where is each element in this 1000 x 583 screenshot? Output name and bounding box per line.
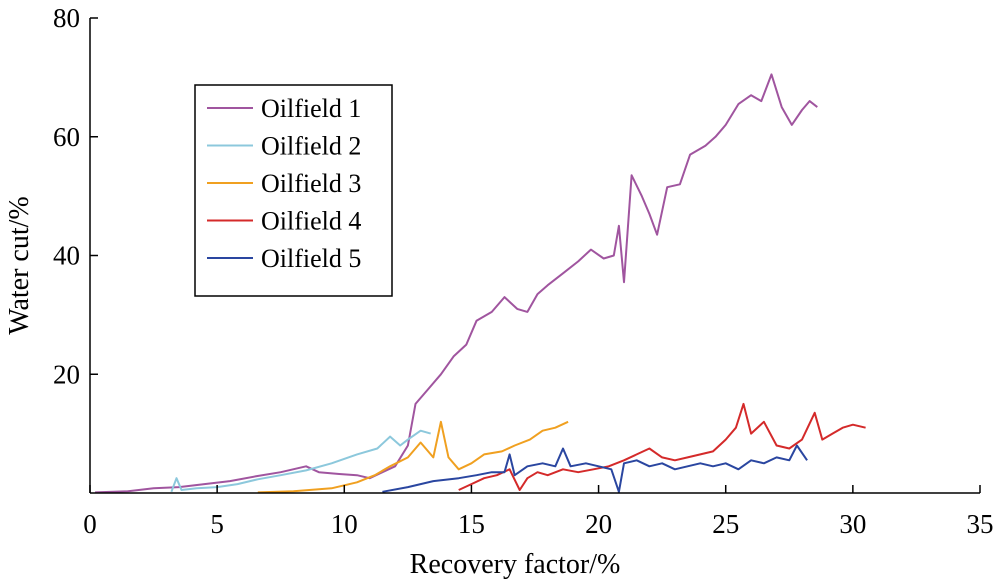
x-tick-label: 10 xyxy=(331,509,358,539)
legend-label-3: Oilfield 3 xyxy=(261,169,361,198)
series-line-4 xyxy=(458,402,866,491)
y-tick-label: 40 xyxy=(53,241,80,271)
legend: Oilfield 1 Oilfield 2 Oilfield 3 Oilfield 4… xyxy=(194,84,393,297)
legend-label-1: Oilfield 1 xyxy=(261,94,361,123)
legend-box xyxy=(194,84,393,297)
x-tick-label: 15 xyxy=(458,509,485,539)
x-tick-label: 30 xyxy=(839,509,866,539)
series-line-3 xyxy=(257,420,569,494)
axes-layer: 0 5 10 15 20 25 30 35 20 40 60 80 Recovery factor/% W… xyxy=(4,3,994,580)
legend-label-2: Oilfield 2 xyxy=(261,132,361,161)
x-tick-label: 20 xyxy=(585,509,612,539)
x-tick-label: 0 xyxy=(83,509,97,539)
x-tick-label: 25 xyxy=(712,509,739,539)
y-tick-label: 20 xyxy=(53,359,80,389)
series-line-5 xyxy=(382,444,808,493)
x-tick-label: 5 xyxy=(210,509,224,539)
series-line-2 xyxy=(170,429,431,493)
legend-label-5: Oilfield 5 xyxy=(261,244,361,273)
legend-label-4: Oilfield 4 xyxy=(261,207,361,236)
series-line-1 xyxy=(95,73,818,494)
x-axis-title: Recovery factor/% xyxy=(410,549,621,580)
series-layer xyxy=(95,73,866,494)
y-tick-label: 80 xyxy=(53,3,80,33)
x-tick-label: 35 xyxy=(967,509,994,539)
y-axis-title: Water cut/% xyxy=(4,196,35,334)
y-tick-label: 60 xyxy=(53,122,80,152)
